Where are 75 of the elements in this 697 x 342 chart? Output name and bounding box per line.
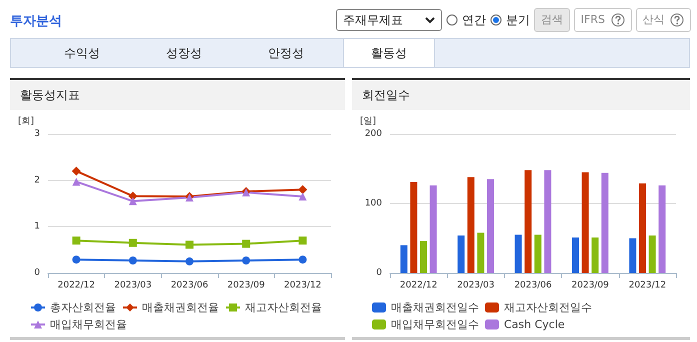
- text: 연간: [460, 12, 486, 28]
- text: 투자분석: [10, 13, 62, 30]
- legend-label: 매출채권회전일수: [391, 301, 479, 314]
- point: [298, 192, 307, 201]
- legend-label: 매입채무회전율: [50, 318, 127, 331]
- y-tick-label: 200: [364, 129, 382, 139]
- y-tick-label: 100: [364, 198, 382, 208]
- bar: [534, 234, 542, 273]
- y-axis-title: [일]: [360, 116, 376, 126]
- bar: [514, 234, 522, 273]
- point: [298, 185, 308, 194]
- bar: [629, 238, 636, 273]
- x-tick-label: 2023/09: [227, 280, 266, 290]
- bar: [467, 177, 474, 273]
- legend-label: 총자산회전율: [50, 301, 116, 314]
- bar: [420, 241, 427, 273]
- bar: [601, 172, 608, 273]
- bar: [400, 245, 408, 273]
- bar: [658, 185, 666, 273]
- x-tick-label: 2023/03: [457, 280, 494, 290]
- bar: [639, 183, 646, 273]
- text: 수익성: [63, 45, 101, 62]
- x-tick-label: 2023/06: [514, 280, 552, 290]
- text: IFRS: [574, 8, 632, 32]
- point: [128, 238, 137, 247]
- legend-label: 재고자산회전일수: [504, 301, 592, 314]
- point: [72, 256, 80, 264]
- point: [72, 166, 81, 176]
- chart-title: 활동성지표: [10, 80, 345, 110]
- text: 산식: [636, 8, 691, 32]
- bar: [430, 185, 437, 273]
- bar: [648, 235, 656, 273]
- text: 성장성: [165, 45, 203, 62]
- bar: [582, 172, 589, 273]
- point: [128, 256, 137, 264]
- bar: [477, 232, 484, 273]
- legend-label: 재고자산회전율: [245, 301, 322, 314]
- y-tick-label: 1: [34, 222, 40, 232]
- text: 검색: [534, 8, 570, 32]
- x-tick-label: 2023/12: [284, 280, 322, 290]
- bar: [592, 238, 599, 273]
- y-tick-label: 0: [376, 268, 382, 278]
- point: [242, 256, 250, 264]
- x-tick-label: 2022/12: [58, 280, 95, 290]
- text: 주재무제표: [343, 12, 404, 28]
- point: [298, 256, 307, 264]
- bar: [458, 235, 465, 273]
- bar: [572, 238, 579, 273]
- y-axis-title: [회]: [18, 116, 34, 126]
- point: [298, 236, 307, 245]
- text: 분기: [504, 12, 530, 28]
- point: [186, 257, 194, 266]
- legend-label: 매입채무회전일수: [391, 318, 479, 331]
- legend-label: 매출채권회전율: [142, 301, 219, 314]
- x-tick-label: 2023/09: [572, 280, 610, 290]
- bar: [410, 182, 418, 273]
- y-tick-label: 2: [34, 175, 40, 186]
- text: 활동성: [343, 39, 435, 67]
- x-tick-label: 2023/03: [114, 280, 152, 290]
- bar: [544, 170, 552, 273]
- point: [72, 178, 80, 186]
- x-tick-label: 2023/12: [628, 280, 666, 290]
- bar: [487, 179, 494, 273]
- x-tick-label: 2022/12: [400, 280, 438, 290]
- point: [186, 240, 194, 249]
- point: [72, 236, 80, 245]
- point: [128, 197, 137, 206]
- y-tick-label: 0: [34, 268, 40, 278]
- chart-title: 회전일수: [352, 80, 690, 110]
- legend-label: Cash Cycle: [504, 318, 565, 331]
- bar: [524, 170, 532, 273]
- y-tick-label: 3: [34, 129, 40, 139]
- text: 안정성: [267, 45, 305, 62]
- x-tick-label: 2023/06: [170, 280, 208, 290]
- point: [242, 240, 250, 248]
